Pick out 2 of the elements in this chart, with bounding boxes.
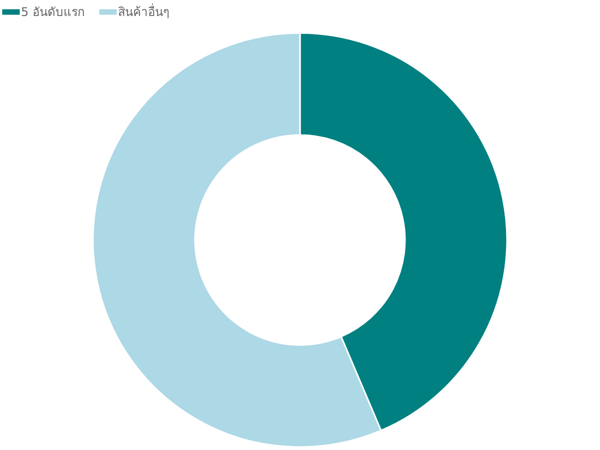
- legend-label: 5 อันดับแรก: [21, 5, 84, 19]
- legend-label: สินค้าอื่นๆ: [118, 3, 169, 19]
